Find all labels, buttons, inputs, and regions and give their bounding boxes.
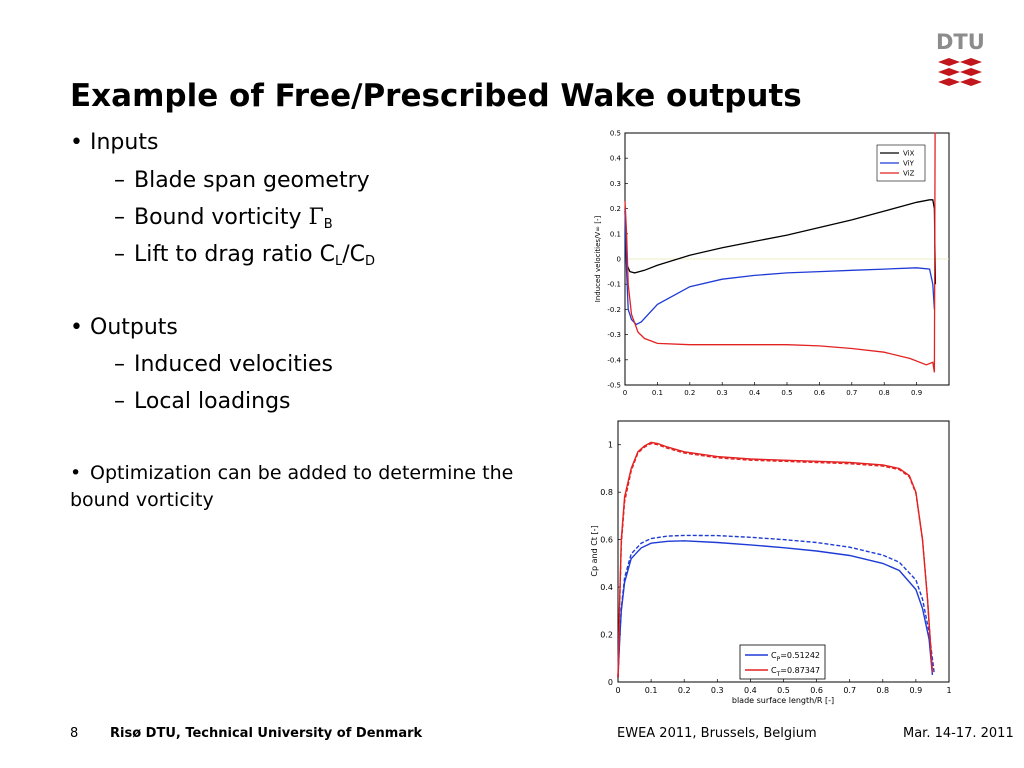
x-tick-label: 0.2 [678, 686, 691, 695]
legend-entry-ct: CT=0.87347 [771, 666, 820, 678]
y-tick-label: 1 [608, 441, 613, 450]
sub-bullet-induced-velocities: – Induced velocities [114, 352, 333, 377]
x-tick-label: 0.4 [749, 389, 761, 397]
y-tick-label: 0.2 [600, 631, 613, 640]
x-tick-label: 0.1 [645, 686, 658, 695]
y-tick-label: 0.1 [610, 230, 621, 238]
x-tick-label: 0.3 [717, 389, 728, 397]
x-tick-label: 0.3 [711, 686, 724, 695]
series-line-viz [624, 132, 936, 373]
bullet-inputs-label: Inputs [90, 130, 159, 155]
series-line-vix [624, 199, 937, 285]
y-tick-label: -0.5 [607, 382, 621, 390]
bullet-outputs: • Outputs [70, 315, 178, 340]
sub-bullet-lift-drag: – Lift to drag ratio CL/CD [114, 242, 376, 269]
series-line-0 [617, 540, 934, 678]
x-tick-label: 0.6 [810, 686, 823, 695]
y-tick-label: 0.3 [610, 180, 621, 188]
series-line-1 [617, 534, 935, 678]
x-tick-label: 0.5 [777, 686, 790, 695]
y-axis-label: Cp and Ct [-] [590, 525, 599, 576]
legend-entry-vix: ViX [903, 150, 915, 158]
footer-organization: Risø DTU, Technical University of Denmar… [110, 726, 423, 741]
y-tick-label: -0.4 [607, 356, 621, 364]
y-tick-label: 0.5 [610, 130, 621, 138]
y-axis-label: Induced velocities/V∞ [-] [594, 215, 602, 302]
legend-entry-cp: CP=0.51242 [771, 651, 820, 663]
x-axis-label: blade surface length/R [-] [732, 696, 834, 705]
footer-date: Mar. 14-17. 2011 [903, 726, 1014, 741]
x-tick-label: 0.9 [911, 389, 922, 397]
x-tick-label: 0.7 [846, 389, 857, 397]
series-line-3 [617, 442, 934, 678]
bullet-optimization: • Optimization can be added to determine … [70, 462, 514, 511]
x-tick-label: 0.9 [910, 686, 923, 695]
sub-bullet-bound-vorticity: – Bound vorticity ΓB [114, 205, 333, 232]
x-tick-label: 0.8 [879, 389, 890, 397]
y-tick-label: 0 [617, 256, 621, 264]
sub-bullet-blade-span: – Blade span geometry [114, 168, 370, 193]
legend: CP=0.51242 CT=0.87347 [739, 644, 826, 680]
logo-text: DTU [936, 30, 985, 54]
x-tick-label: 0.8 [876, 686, 889, 695]
y-tick-label: 0.6 [600, 536, 613, 545]
footer-page-number: 8 [70, 726, 79, 741]
x-tick-label: 0 [623, 389, 627, 397]
y-tick-label: 0.4 [610, 155, 622, 163]
x-tick-label: 0.2 [684, 389, 695, 397]
series-line-viy [624, 208, 936, 326]
y-tick-label: -0.1 [607, 281, 621, 289]
dtu-logo: DTU [936, 30, 985, 92]
y-tick-label: 0.4 [600, 583, 613, 592]
x-tick-label: 0.4 [744, 686, 757, 695]
sub-bullet-local-loadings: – Local loadings [114, 389, 291, 414]
bullet-inputs: • Inputs [70, 130, 159, 155]
x-tick-label: 0.1 [652, 389, 663, 397]
logo-wave-icon [938, 58, 982, 86]
induced-velocities-chart: -0.5 -0.4 -0.3 -0.2 -0.1 0 0.1 0.2 0.3 0.4 0.5 0 0.1… [594, 130, 950, 397]
y-tick-label: -0.2 [607, 306, 621, 314]
slide-title: Example of Free/Prescribed Wake outputs [70, 78, 802, 114]
x-tick-label: 0.5 [781, 389, 792, 397]
legend: ViX ViY ViZ [876, 144, 926, 182]
x-tick-label: 0.6 [814, 389, 826, 397]
y-tick-label: -0.3 [607, 331, 621, 339]
x-tick-label: 0 [615, 686, 620, 695]
x-tick-label: 0.7 [843, 686, 856, 695]
x-tick-label: 1 [946, 686, 951, 695]
y-tick-label: 0.2 [610, 205, 621, 213]
cp-ct-chart: 0 0.2 0.4 0.6 0.8 1 0 0.1 0.2 0.3 0.4 0.5 0.6 0.7 0.8 0… [590, 420, 952, 705]
footer-event: EWEA 2011, Brussels, Belgium [617, 726, 817, 741]
plot-frame [617, 420, 950, 683]
legend-entry-viy: ViY [903, 160, 915, 168]
y-tick-label: 0.8 [600, 488, 613, 497]
y-tick-label: 0 [608, 678, 613, 687]
legend-entry-viz: ViZ [903, 170, 915, 178]
